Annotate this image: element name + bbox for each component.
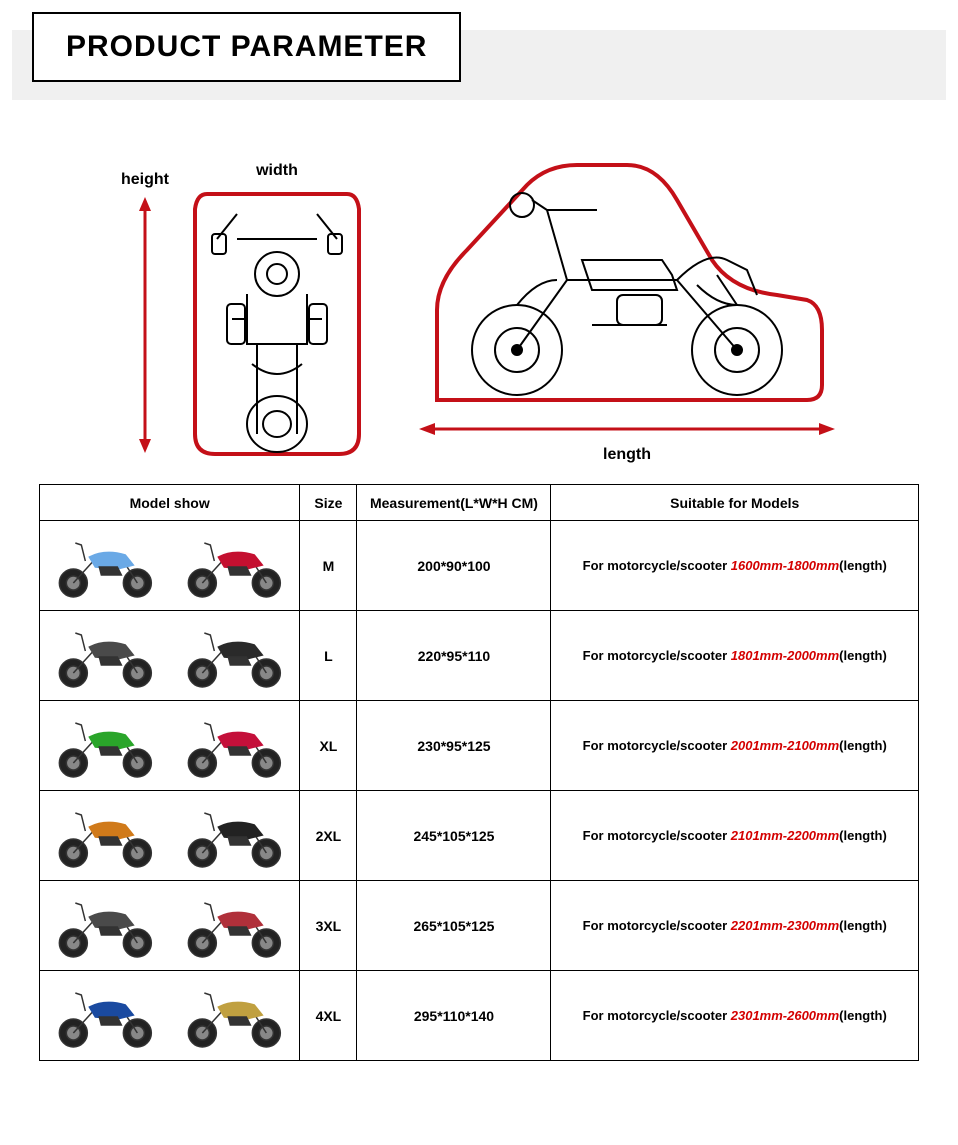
model-show-cell	[40, 791, 300, 881]
table-row: 3XL 265*105*125 For motorcycle/scooter 2…	[40, 881, 919, 971]
length-range: 1600mm-1800mm	[731, 558, 839, 573]
size-cell: 4XL	[300, 971, 357, 1061]
front-view-inner: width	[177, 162, 377, 464]
table-row: XL 230*95*125 For motorcycle/scooter 200…	[40, 701, 919, 791]
size-cell: M	[300, 521, 357, 611]
table-row: L 220*95*110 For motorcycle/scooter 1801…	[40, 611, 919, 701]
width-label: width	[256, 162, 298, 180]
measurement-cell: 200*90*100	[357, 521, 551, 611]
size-cell: XL	[300, 701, 357, 791]
measurement-cell: 265*105*125	[357, 881, 551, 971]
measurement-cell: 230*95*125	[357, 701, 551, 791]
suitable-prefix: For motorcycle/scooter	[583, 738, 731, 753]
suitable-prefix: For motorcycle/scooter	[583, 918, 731, 933]
col-suitable: Suitable for Models	[551, 485, 919, 521]
suitable-suffix: (length)	[839, 738, 887, 753]
length-range: 2101mm-2200mm	[731, 828, 839, 843]
col-measurement: Measurement(L*W*H CM)	[357, 485, 551, 521]
table-header-row: Model show Size Measurement(L*W*H CM) Su…	[40, 485, 919, 521]
suitable-suffix: (length)	[839, 1008, 887, 1023]
suitable-suffix: (length)	[839, 828, 887, 843]
suitable-suffix: (length)	[839, 918, 887, 933]
col-model-show: Model show	[40, 485, 300, 521]
length-label: length	[603, 446, 651, 464]
size-cell: 3XL	[300, 881, 357, 971]
header-box: PRODUCT PARAMETER	[32, 12, 461, 82]
dimension-diagram: height width	[40, 130, 918, 464]
model-show-cell	[40, 701, 300, 791]
size-cell: L	[300, 611, 357, 701]
model-show-cell	[40, 881, 300, 971]
suitable-prefix: For motorcycle/scooter	[583, 558, 731, 573]
length-range: 2201mm-2300mm	[731, 918, 839, 933]
suitable-prefix: For motorcycle/scooter	[583, 648, 731, 663]
table-row: 2XL 245*105*125 For motorcycle/scooter 2…	[40, 791, 919, 881]
measurement-cell: 245*105*125	[357, 791, 551, 881]
suitable-prefix: For motorcycle/scooter	[583, 828, 731, 843]
suitable-cell: For motorcycle/scooter 1801mm-2000mm(len…	[551, 611, 919, 701]
suitable-suffix: (length)	[839, 558, 887, 573]
front-view-group: height width	[121, 162, 377, 464]
length-dimension: length	[417, 414, 837, 464]
model-show-cell	[40, 521, 300, 611]
model-show-cell	[40, 611, 300, 701]
length-arrow-icon	[417, 414, 837, 444]
model-images	[44, 797, 295, 875]
page-title: PRODUCT PARAMETER	[66, 30, 427, 64]
length-range: 2001mm-2100mm	[731, 738, 839, 753]
height-dimension: height	[121, 171, 169, 455]
size-table: Model show Size Measurement(L*W*H CM) Su…	[39, 484, 919, 1061]
length-range: 1801mm-2000mm	[731, 648, 839, 663]
suitable-suffix: (length)	[839, 648, 887, 663]
suitable-cell: For motorcycle/scooter 2201mm-2300mm(len…	[551, 881, 919, 971]
model-images	[44, 617, 295, 695]
table-row: 4XL 295*110*140 For motorcycle/scooter 2…	[40, 971, 919, 1061]
model-images	[44, 707, 295, 785]
model-images	[44, 977, 295, 1055]
motorcycle-side-icon	[417, 130, 837, 410]
measurement-cell: 295*110*140	[357, 971, 551, 1061]
size-cell: 2XL	[300, 791, 357, 881]
suitable-cell: For motorcycle/scooter 2001mm-2100mm(len…	[551, 701, 919, 791]
length-range: 2301mm-2600mm	[731, 1008, 839, 1023]
side-view-group: length	[417, 130, 837, 464]
measurement-cell: 220*95*110	[357, 611, 551, 701]
model-show-cell	[40, 971, 300, 1061]
motorcycle-front-icon	[177, 184, 377, 464]
suitable-prefix: For motorcycle/scooter	[583, 1008, 731, 1023]
model-images	[44, 527, 295, 605]
model-images	[44, 887, 295, 965]
col-size: Size	[300, 485, 357, 521]
height-arrow-icon	[130, 195, 160, 455]
header-band: PRODUCT PARAMETER	[12, 30, 946, 100]
suitable-cell: For motorcycle/scooter 2301mm-2600mm(len…	[551, 971, 919, 1061]
height-label: height	[121, 171, 169, 189]
table-row: M 200*90*100 For motorcycle/scooter 1600…	[40, 521, 919, 611]
suitable-cell: For motorcycle/scooter 1600mm-1800mm(len…	[551, 521, 919, 611]
suitable-cell: For motorcycle/scooter 2101mm-2200mm(len…	[551, 791, 919, 881]
